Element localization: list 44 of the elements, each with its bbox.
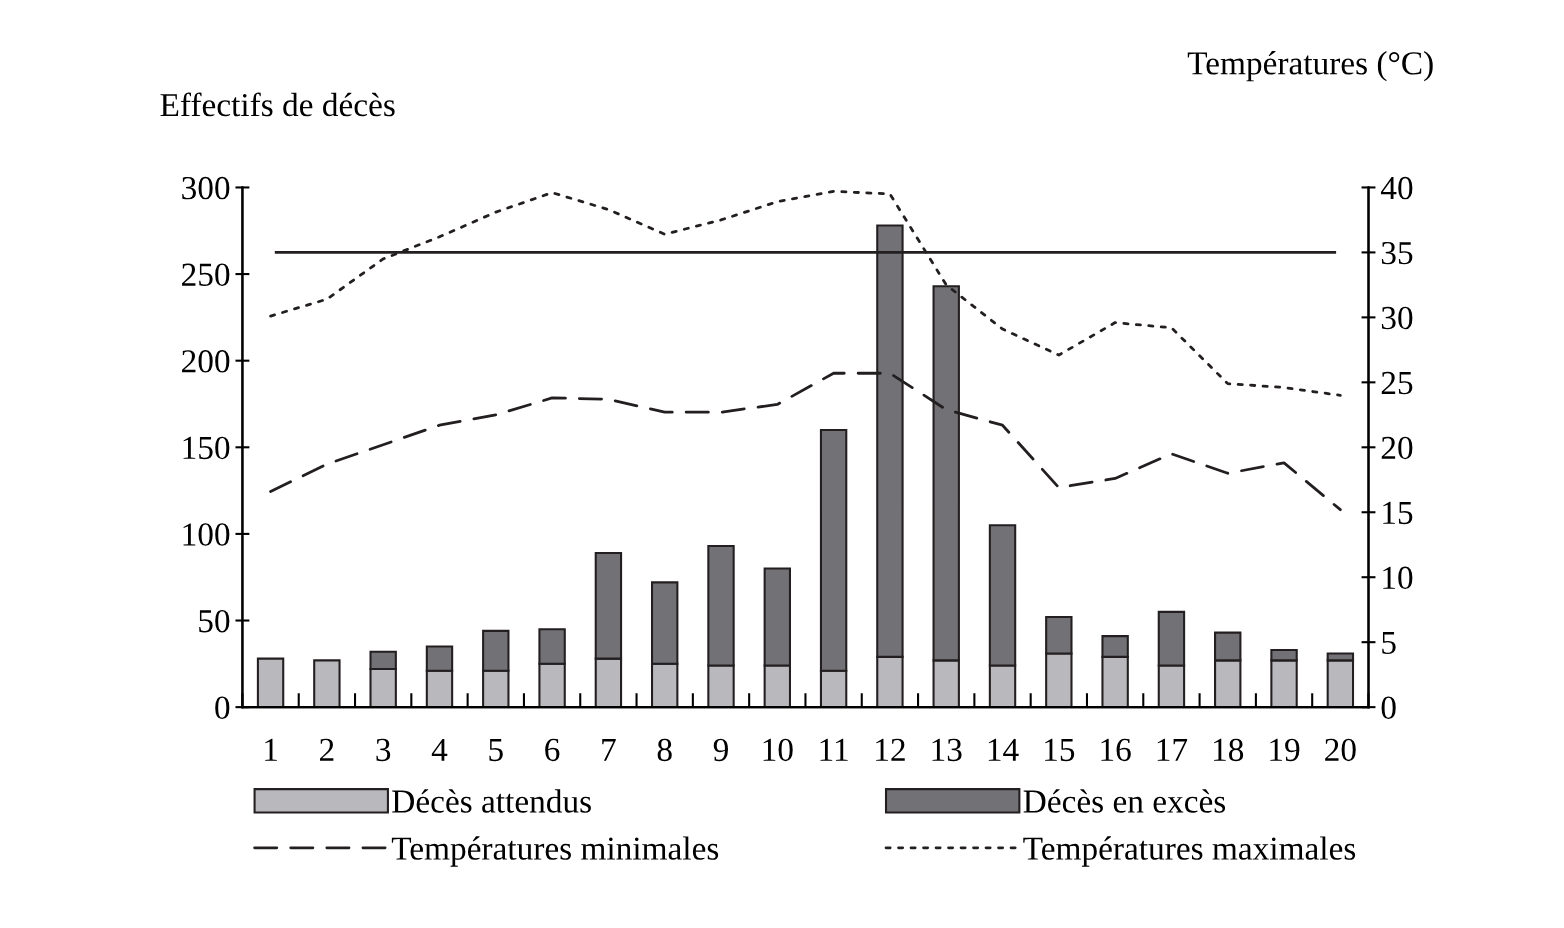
y2-tick-label: 40 [1380, 176, 1413, 200]
x-tick-label: 2 [320, 738, 334, 761]
x-tick-label: 19 [1270, 738, 1300, 762]
y-tick-label: 250 [182, 263, 230, 286]
x-tick-label: 17 [1157, 738, 1188, 761]
x-tick-label: 7 [602, 738, 616, 761]
y-tick-label: 300 [182, 176, 230, 200]
x-tick-label: 14 [988, 738, 1019, 761]
x-tick-label: 16 [1101, 738, 1131, 762]
bar [313, 659, 341, 708]
legend-label: Décès attendus [392, 789, 591, 813]
y2-tick-label: 30 [1381, 306, 1413, 330]
legend-label: Températures minimales [391, 836, 719, 867]
x-tick-label: 11 [820, 738, 848, 761]
legend-label: Décès en excès [1023, 789, 1226, 813]
x-tick-label: 10 [763, 738, 793, 762]
x-tick-label: 3 [376, 738, 391, 762]
x-tick-label: 20 [1325, 738, 1356, 762]
y2-tick-label: 20 [1381, 436, 1413, 460]
x-tick-label: 4 [431, 738, 448, 761]
y-tick-label: 100 [183, 523, 230, 546]
y2-tick-label: 0 [1381, 696, 1396, 720]
x-tick-label: 15 [1045, 738, 1075, 762]
x-tick-label: 13 [932, 738, 962, 762]
y-tick-label: 0 [215, 696, 230, 720]
y-tick-label: 200 [182, 350, 230, 373]
y-tick-label: 150 [183, 436, 230, 460]
x-tick-label: 6 [545, 738, 560, 762]
y2-tick-label: 35 [1381, 241, 1413, 265]
legend-label: Températures maximales [1023, 836, 1356, 867]
y-axis-title: Effectifs de décès [160, 92, 395, 117]
bar [256, 657, 285, 708]
y2-tick-label: 10 [1383, 566, 1413, 590]
y2-tick-label: 25 [1381, 371, 1413, 395]
y2-tick-label: 15 [1383, 501, 1413, 525]
x-tick-label: 5 [489, 738, 503, 762]
x-tick-label: 8 [657, 738, 672, 762]
y2-tick-label: 5 [1382, 631, 1396, 655]
y2-axis-title: Températures (°C) [1187, 51, 1433, 82]
x-tick-label: 1 [265, 738, 277, 761]
x-tick-label: 12 [876, 738, 905, 761]
x-tick-label: 18 [1214, 738, 1244, 762]
y-tick-label: 50 [199, 609, 230, 633]
x-tick-label: 9 [713, 738, 728, 762]
